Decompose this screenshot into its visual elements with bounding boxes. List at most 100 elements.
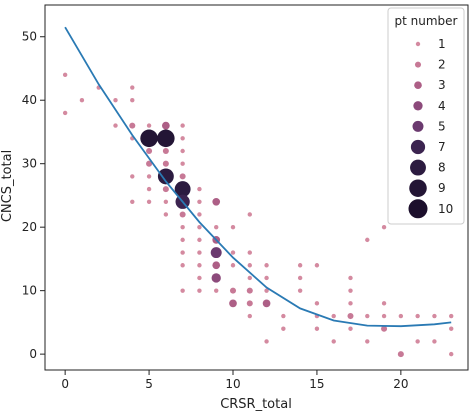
plot-frame [44,4,469,371]
data-point [162,121,170,130]
data-point [381,325,388,332]
data-point [365,313,370,319]
data-point [365,339,370,344]
data-point [197,288,202,293]
legend-marker [410,139,426,155]
data-point [230,250,236,255]
data-point [146,123,152,128]
legend-label: 3 [438,78,446,92]
data-point [247,263,252,268]
data-point [449,351,454,357]
data-point [79,98,85,103]
data-point [214,288,219,293]
legend-marker [410,159,426,176]
data-point [212,261,221,270]
data-point [146,186,152,192]
data-point [212,197,221,206]
data-point [247,212,252,217]
y-tick-label: 20 [22,220,37,234]
data-point [146,174,152,179]
data-point [264,263,269,268]
data-point [281,313,286,319]
data-point [146,147,153,155]
legend-label: 10 [438,202,453,216]
legend-items: 1 2 3 4 5 7 8 9 10 [408,37,453,219]
x-tick-label: 10 [225,377,240,391]
data-point [432,313,437,319]
data-point [247,313,252,319]
data-point [331,339,336,344]
legend-marker [413,101,423,111]
legend-marker [414,81,422,90]
data-point [247,275,252,281]
data-point [129,122,136,129]
data-point [180,123,185,128]
data-point [179,173,186,180]
data-point [163,199,169,204]
data-point [432,339,437,344]
data-point [381,224,387,230]
data-point [381,301,387,306]
data-point [62,72,68,78]
data-point [179,211,186,218]
data-point [348,275,353,281]
data-point [247,250,252,255]
data-point [162,186,169,193]
data-point [130,199,135,204]
legend-label: 2 [438,58,446,72]
data-point [180,288,185,293]
legend-marker [408,199,428,219]
data-point [297,288,303,293]
data-point [180,136,185,141]
data-point [197,199,202,204]
data-point [229,287,237,294]
data-point [415,339,420,344]
data-point [197,250,202,255]
data-point [264,275,269,281]
data-point [113,98,118,103]
data-point [365,237,370,243]
data-point [146,160,153,167]
data-point [246,300,253,307]
data-point [62,110,68,116]
data-point [348,288,353,293]
points-layer [62,72,454,358]
data-point [348,301,353,306]
fit-line-layer [64,26,452,328]
legend-marker [414,61,422,68]
data-point [230,224,236,230]
legend-label: 8 [438,161,446,175]
data-point [397,351,404,358]
legend-marker [415,41,421,47]
data-point [246,287,253,294]
y-tick-label: 0 [29,347,37,361]
legend-marker [412,120,424,132]
data-point [157,168,174,185]
x-axis-ticks: 0 5 10 15 20 [61,370,408,391]
data-point [331,313,336,319]
legend-label: 4 [438,99,446,113]
data-point [157,129,175,148]
data-point [210,247,222,259]
data-point [197,237,202,243]
legend: pt number 1 2 3 4 5 7 8 9 10 [387,7,465,225]
legend-label: 5 [438,119,446,133]
data-point [415,313,420,319]
data-point [449,326,454,331]
legend-title: pt number [395,14,458,28]
data-point [264,288,269,293]
data-point [146,199,152,204]
data-point [281,326,286,331]
y-tick-label: 10 [22,284,37,298]
data-point [449,313,454,319]
data-point [162,160,169,167]
data-point [348,326,353,331]
data-point [197,212,202,217]
data-point [211,273,221,283]
data-point [314,263,320,268]
data-point [347,313,354,320]
legend-label: 7 [438,140,446,154]
data-point [264,339,269,344]
data-point [214,224,219,230]
